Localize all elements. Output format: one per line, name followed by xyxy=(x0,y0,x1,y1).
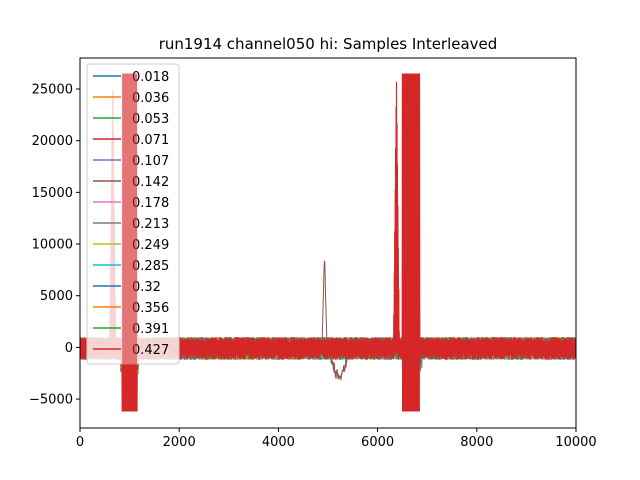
y-tick-label: 20000 xyxy=(32,134,73,149)
legend-label-0.036: 0.036 xyxy=(132,91,169,106)
y-tick-label: 5000 xyxy=(40,289,73,304)
pulse-overlay-0.427 xyxy=(122,73,138,412)
legend-label-0.32: 0.32 xyxy=(132,280,161,295)
legend-label-0.018: 0.018 xyxy=(132,70,169,85)
legend-label-0.178: 0.178 xyxy=(132,196,169,211)
legend-label-0.071: 0.071 xyxy=(132,133,169,148)
y-tick-label: 10000 xyxy=(32,238,73,253)
y-tick-label: −5000 xyxy=(29,393,73,408)
legend-label-0.053: 0.053 xyxy=(132,112,169,127)
x-tick-label: 8000 xyxy=(460,435,493,450)
axes: 0 2000 4000 6000 8000 10000 −5000 0 5000 10000 150… xyxy=(29,57,597,450)
legend-label-0.391: 0.391 xyxy=(132,322,169,337)
x-tick-label: 6000 xyxy=(361,435,394,450)
x-tick-label: 0 xyxy=(76,435,84,450)
chart-title: run1914 channel050 hi: Samples Interleav… xyxy=(159,35,498,53)
legend-label-0.249: 0.249 xyxy=(132,238,169,253)
y-tick-label: 25000 xyxy=(32,83,73,98)
x-tick-label: 2000 xyxy=(163,435,196,450)
legend-label-0.107: 0.107 xyxy=(132,154,169,169)
axes-frame xyxy=(79,57,577,429)
legend-label-0.142: 0.142 xyxy=(132,175,169,190)
x-tick-label: 4000 xyxy=(262,435,295,450)
legend-label-0.356: 0.356 xyxy=(132,301,169,316)
legend-label-0.213: 0.213 xyxy=(132,217,169,232)
y-tick-label: 15000 xyxy=(32,186,73,201)
legend-label-0.427: 0.427 xyxy=(132,343,169,358)
series-overlay xyxy=(122,73,138,412)
y-tick-label: 0 xyxy=(65,341,73,356)
x-tick-label: 10000 xyxy=(555,435,596,450)
legend-label-0.285: 0.285 xyxy=(132,259,169,274)
